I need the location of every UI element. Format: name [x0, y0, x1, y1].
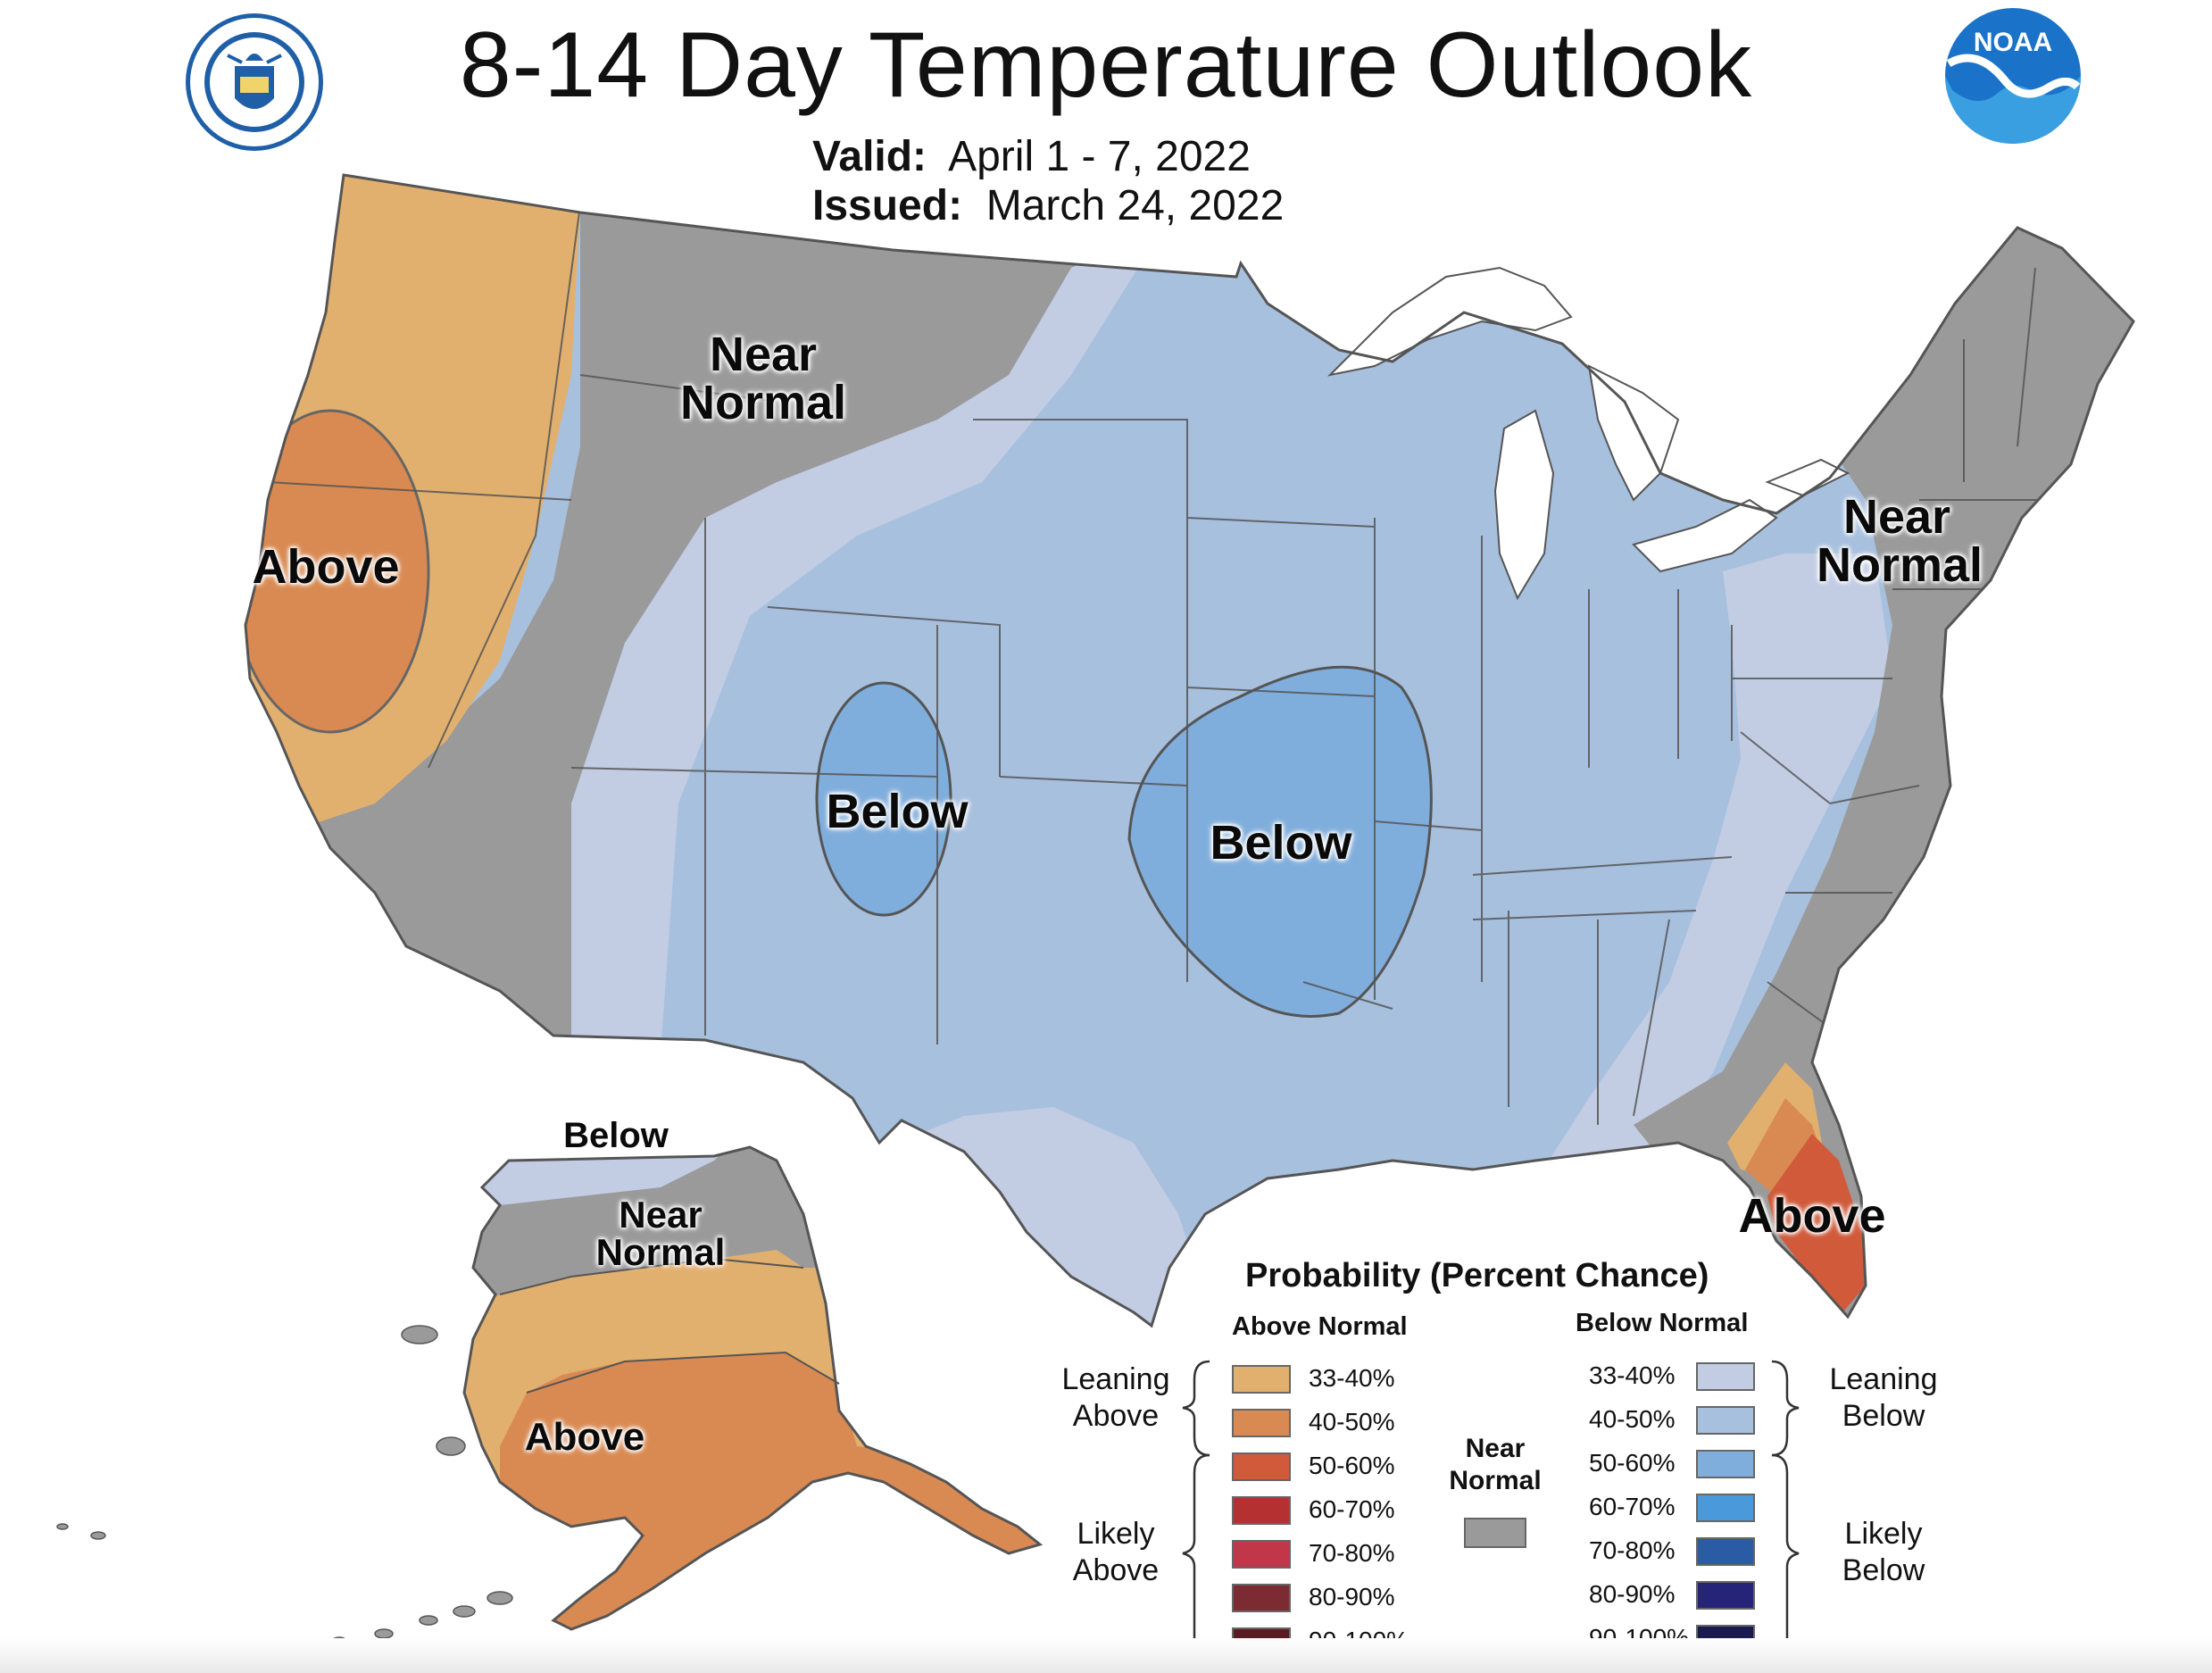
legend-title: Probability (Percent Chance)	[1245, 1257, 1709, 1294]
legend-swatch-above-1	[1232, 1365, 1291, 1394]
noaa-logo-text: NOAA	[1974, 28, 2052, 57]
valid-label: Valid:	[812, 133, 927, 180]
legend-swatch-above-5	[1232, 1540, 1291, 1569]
legend-swatch-above-6	[1232, 1584, 1291, 1612]
legend-range-above-4: 60-70%	[1309, 1495, 1395, 1523]
legend-range-below-6: 80-90%	[1589, 1580, 1676, 1608]
label-below-rockies: Below	[826, 785, 969, 838]
label-above-west: Above	[252, 540, 400, 594]
label-above-florida: Above	[1738, 1189, 1886, 1243]
legend-swatch-below-3	[1696, 1450, 1755, 1478]
legend-range-below-4: 60-70%	[1589, 1493, 1676, 1520]
legend-range-above-2: 40-50%	[1309, 1408, 1395, 1436]
label-near-normal-east: Near Normal	[1817, 490, 1983, 592]
legend-range-above-5: 70-80%	[1309, 1539, 1395, 1567]
legend-near-normal-header: Near Normal	[1449, 1434, 1542, 1495]
legend-range-below-2: 40-50%	[1589, 1405, 1676, 1433]
legend-range-above-1: 33-40%	[1309, 1364, 1395, 1392]
legend-likely-below: Likely Below	[1842, 1517, 1925, 1587]
page-title: 8-14 Day Temperature Outlook	[459, 13, 1753, 117]
commerce-seal-logo	[186, 13, 323, 151]
bottom-shade	[0, 1638, 2212, 1673]
legend-range-below-1: 33-40%	[1589, 1361, 1676, 1389]
aleutian-islands	[56, 1325, 513, 1655]
alaska-probability-fill	[464, 1147, 1040, 1629]
label-near-normal-west: Near Normal	[679, 328, 847, 429]
legend-likely-above: Likely Above	[1072, 1517, 1160, 1587]
legend-range-below-5: 70-80%	[1589, 1536, 1676, 1564]
legend-swatch-above-3	[1232, 1452, 1291, 1481]
legend-leaning-below: Leaning Below	[1829, 1362, 1938, 1433]
legend-leaning-above: Leaning Above	[1061, 1362, 1170, 1433]
legend-swatch-below-1	[1696, 1362, 1755, 1391]
label-alaska-below: Below	[563, 1116, 669, 1155]
issued-label: Issued:	[812, 182, 963, 229]
label-alaska-near-normal: Near Normal	[595, 1194, 726, 1273]
legend-swatch-above-4	[1232, 1496, 1291, 1525]
legend-above-header: Above Normal	[1232, 1312, 1408, 1341]
legend-range-above-6: 80-90%	[1309, 1583, 1395, 1611]
legend-swatch-above-2	[1232, 1409, 1291, 1437]
state-boundaries	[267, 204, 2098, 1125]
issued-value: March 24, 2022	[985, 182, 1285, 229]
label-below-plains: Below	[1210, 816, 1352, 870]
label-alaska-above: Above	[524, 1415, 645, 1459]
noaa-logo: NOAA	[1945, 8, 2081, 144]
legend-below-header: Below Normal	[1576, 1309, 1749, 1337]
legend-swatch-below-2	[1696, 1406, 1755, 1435]
legend-swatch-near-normal	[1464, 1518, 1526, 1548]
alaska-outline	[462, 1145, 1044, 1631]
legend-range-above-3: 50-60%	[1309, 1452, 1395, 1479]
legend-swatch-below-4	[1696, 1494, 1755, 1522]
issued-line: Issued: March 24, 2022	[812, 181, 1284, 230]
legend-swatch-below-6	[1696, 1581, 1755, 1610]
legend-swatch-below-5	[1696, 1537, 1755, 1566]
legend-range-below-3: 50-60%	[1589, 1449, 1676, 1477]
valid-line: Valid: April 1 - 7, 2022	[812, 132, 1251, 181]
valid-value: April 1 - 7, 2022	[948, 133, 1251, 180]
